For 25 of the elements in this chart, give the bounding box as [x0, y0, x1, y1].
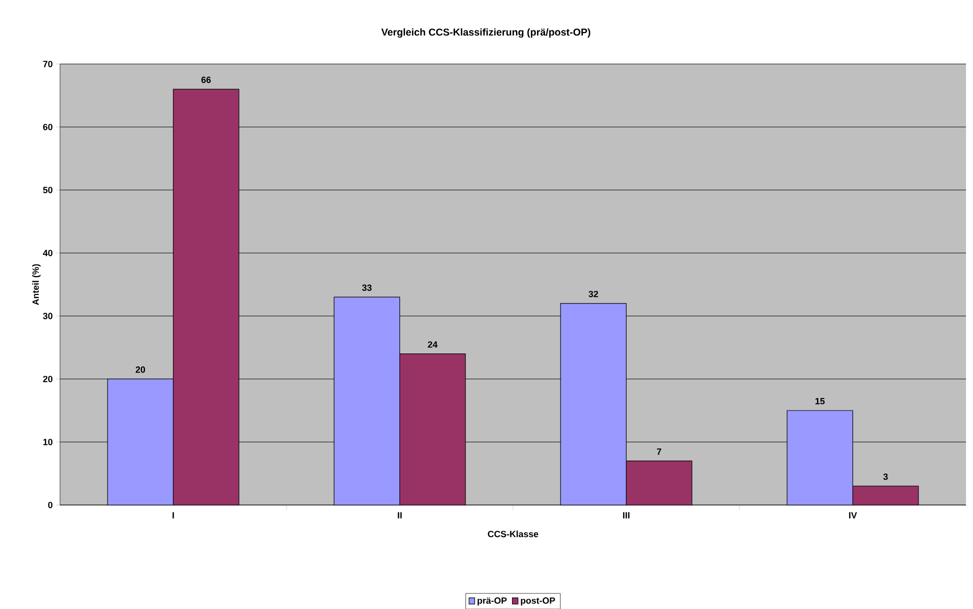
data-label: 3: [883, 473, 888, 480]
legend-label: post-OP: [520, 597, 555, 606]
y-tick-label: 60: [43, 124, 52, 130]
data-label: 20: [136, 366, 146, 373]
x-tick-label: I: [172, 512, 174, 518]
y-tick-label: 40: [42, 250, 52, 256]
x-tick-label: II: [398, 512, 402, 518]
data-label: 66: [201, 76, 211, 83]
data-label: 24: [428, 341, 438, 348]
chart-title: Vergleich CCS-Klassifizierung (prä/post-OP): [381, 28, 590, 38]
y-tick-label: 70: [43, 60, 52, 68]
x-tick-label: III: [623, 512, 630, 518]
data-label: 32: [588, 290, 598, 298]
y-tick-label: 50: [43, 186, 52, 194]
y-tick-label: 20: [43, 376, 52, 382]
data-label: 15: [815, 398, 825, 404]
legend-label: prä-OP: [478, 597, 507, 606]
y-axis-title: Anteil (%): [32, 264, 41, 305]
y-tick-label: 10: [43, 438, 52, 446]
data-label: 7: [656, 448, 662, 455]
data-label: 33: [362, 284, 372, 291]
x-axis-title: CCS-Klasse: [488, 530, 538, 538]
y-tick-label: 0: [48, 502, 52, 508]
y-tick-label: 30: [42, 312, 52, 320]
x-tick-label: IV: [849, 512, 857, 518]
